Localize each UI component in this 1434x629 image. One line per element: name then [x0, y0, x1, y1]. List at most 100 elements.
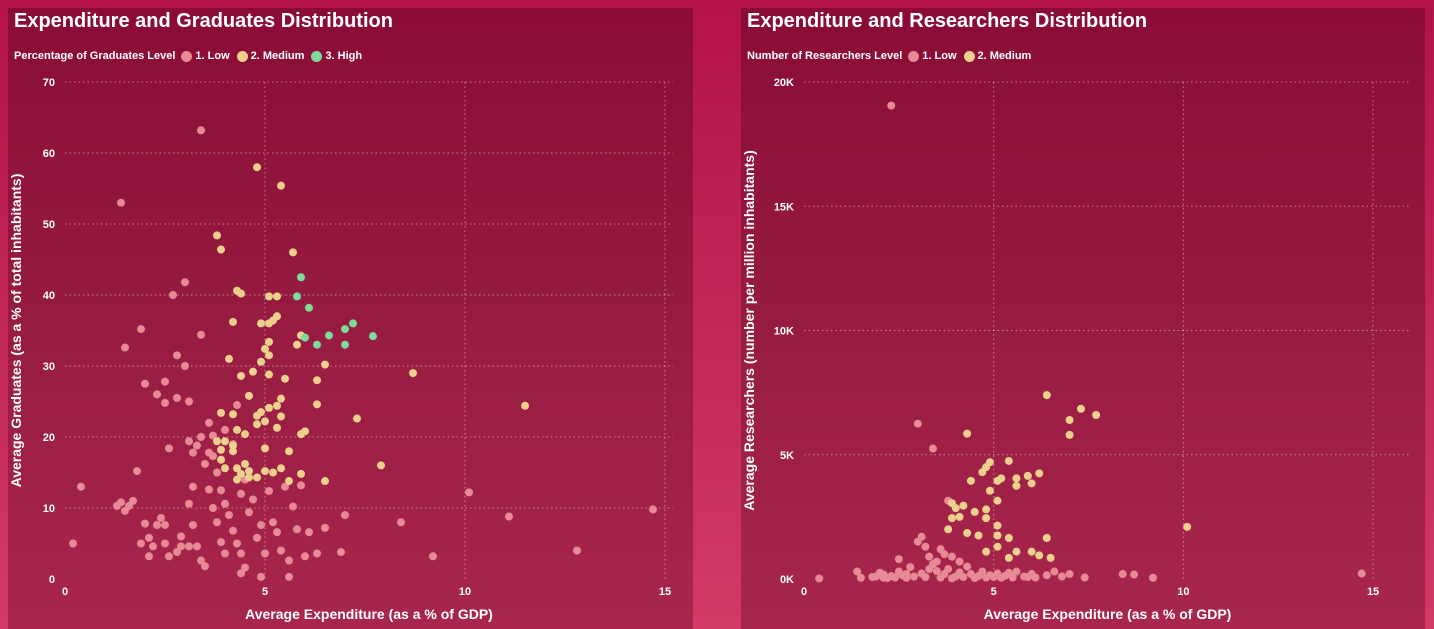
data-point-low [932, 567, 941, 576]
data-point-high [349, 319, 357, 328]
data-point-low [221, 549, 229, 558]
data-point-medium [273, 423, 281, 432]
chart-title: Expenditure and Researchers Distribution [747, 10, 1148, 32]
y-axis-title: Average Researchers (number per million … [741, 150, 757, 510]
legend-item-low[interactable]: 1. Low [908, 50, 957, 62]
data-point-medium [277, 181, 285, 190]
data-point-medium [273, 312, 281, 321]
data-point-medium [237, 469, 245, 478]
graduates-scatter-plot[interactable]: 0 5 10 15 0 10 20 30 40 50 60 70 Average Expenditure… [8, 8, 693, 629]
data-point-low [1057, 572, 1066, 581]
data-point-low [856, 573, 865, 582]
data-point-medium [313, 376, 321, 385]
data-point-low [237, 569, 245, 578]
data-point-medium [257, 408, 265, 417]
researchers-chart-panel: Expenditure and Researchers Distribution… [741, 8, 1425, 629]
data-point-low [293, 525, 301, 534]
x-tick-label: 10 [1177, 586, 1189, 598]
data-point-low [141, 379, 149, 388]
data-point-low [185, 499, 193, 508]
x-tick-label: 10 [459, 586, 471, 598]
data-point-low [221, 425, 229, 434]
y-tick-label: 5K [780, 450, 794, 462]
legend-item-low[interactable]: 1. Low [181, 50, 230, 62]
data-point-low [145, 533, 153, 542]
data-point-medium [1004, 553, 1013, 562]
legend-item-medium[interactable]: 2. Medium [963, 50, 1031, 62]
data-point-low [928, 444, 937, 453]
data-point-low [177, 542, 185, 551]
data-point-low [117, 198, 125, 207]
data-point-medium [225, 354, 233, 363]
data-point-medium [1076, 404, 1085, 413]
data-point-medium [261, 467, 269, 476]
data-point-low [894, 555, 903, 564]
data-point-low [944, 565, 953, 574]
data-point-low [197, 330, 205, 339]
x-tick-label: 15 [659, 586, 671, 598]
data-point-low [879, 573, 888, 582]
data-point-medium [970, 507, 979, 516]
data-point-medium [301, 427, 309, 436]
data-point-medium [947, 514, 956, 523]
legend-item-medium[interactable]: 2. Medium [236, 50, 304, 62]
researchers-scatter-plot[interactable]: 0 5 10 15 0K 5K 10K 15K 20K Average Expenditure (… [741, 8, 1425, 629]
chart-legend[interactable]: Number of Researchers Level 1. Low 2. Me… [747, 50, 1038, 62]
data-point-medium [1023, 471, 1032, 480]
data-point-medium [1012, 547, 1021, 556]
legend-item-high[interactable]: 3. High [311, 50, 362, 62]
data-point-low [289, 502, 297, 511]
data-point-low [161, 521, 169, 530]
data-point-low [1149, 573, 1158, 582]
data-point-medium [1004, 533, 1013, 542]
data-point-medium [265, 292, 273, 301]
data-point-low [1050, 567, 1059, 576]
data-point-low [149, 542, 157, 551]
x-tick-label: 0 [801, 586, 807, 598]
data-point-medium [974, 531, 983, 540]
data-point-high [297, 273, 305, 282]
data-point-low [249, 495, 257, 504]
data-point-medium [217, 445, 225, 454]
data-point-medium [944, 525, 953, 534]
legend-label-high: 3. High [325, 50, 363, 62]
data-point-low [853, 567, 862, 576]
data-point-low [209, 431, 217, 440]
data-point-low [281, 482, 289, 491]
data-point-low [573, 546, 581, 555]
data-point-medium [281, 374, 289, 383]
data-point-low [189, 482, 197, 491]
y-tick-label: 50 [43, 219, 55, 231]
legend-swatch-medium [236, 50, 248, 62]
data-point-low [201, 562, 209, 571]
data-point-high [313, 340, 321, 349]
data-point-medium [257, 357, 265, 366]
data-point-low [1031, 573, 1040, 582]
data-point-low [978, 567, 987, 576]
data-point-low [173, 351, 181, 360]
data-point-medium [217, 455, 225, 464]
data-point-low [209, 504, 217, 512]
data-point-low [153, 521, 161, 530]
data-point-low [121, 343, 129, 352]
data-point-medium [213, 231, 221, 240]
data-point-medium [241, 459, 249, 468]
data-point-low [397, 518, 405, 527]
data-point-low [117, 498, 125, 507]
data-point-medium [229, 317, 237, 326]
data-point-low [1012, 567, 1021, 576]
data-point-low [887, 101, 896, 110]
data-point-low [505, 512, 513, 521]
data-point-medium [257, 319, 265, 328]
data-point-low [221, 499, 229, 508]
data-point-medium [1035, 551, 1044, 560]
y-tick-label: 70 [43, 77, 55, 89]
data-point-low [891, 573, 900, 582]
data-point-medium [213, 437, 221, 446]
data-point-low [161, 539, 169, 548]
chart-legend[interactable]: Percentage of Graduates Level 1. Low 2. … [14, 50, 369, 62]
chart-title: Expenditure and Graduates Distribution [14, 10, 393, 32]
data-point-low [305, 528, 313, 537]
y-tick-label: 30 [43, 361, 55, 373]
data-point-low [137, 325, 145, 334]
